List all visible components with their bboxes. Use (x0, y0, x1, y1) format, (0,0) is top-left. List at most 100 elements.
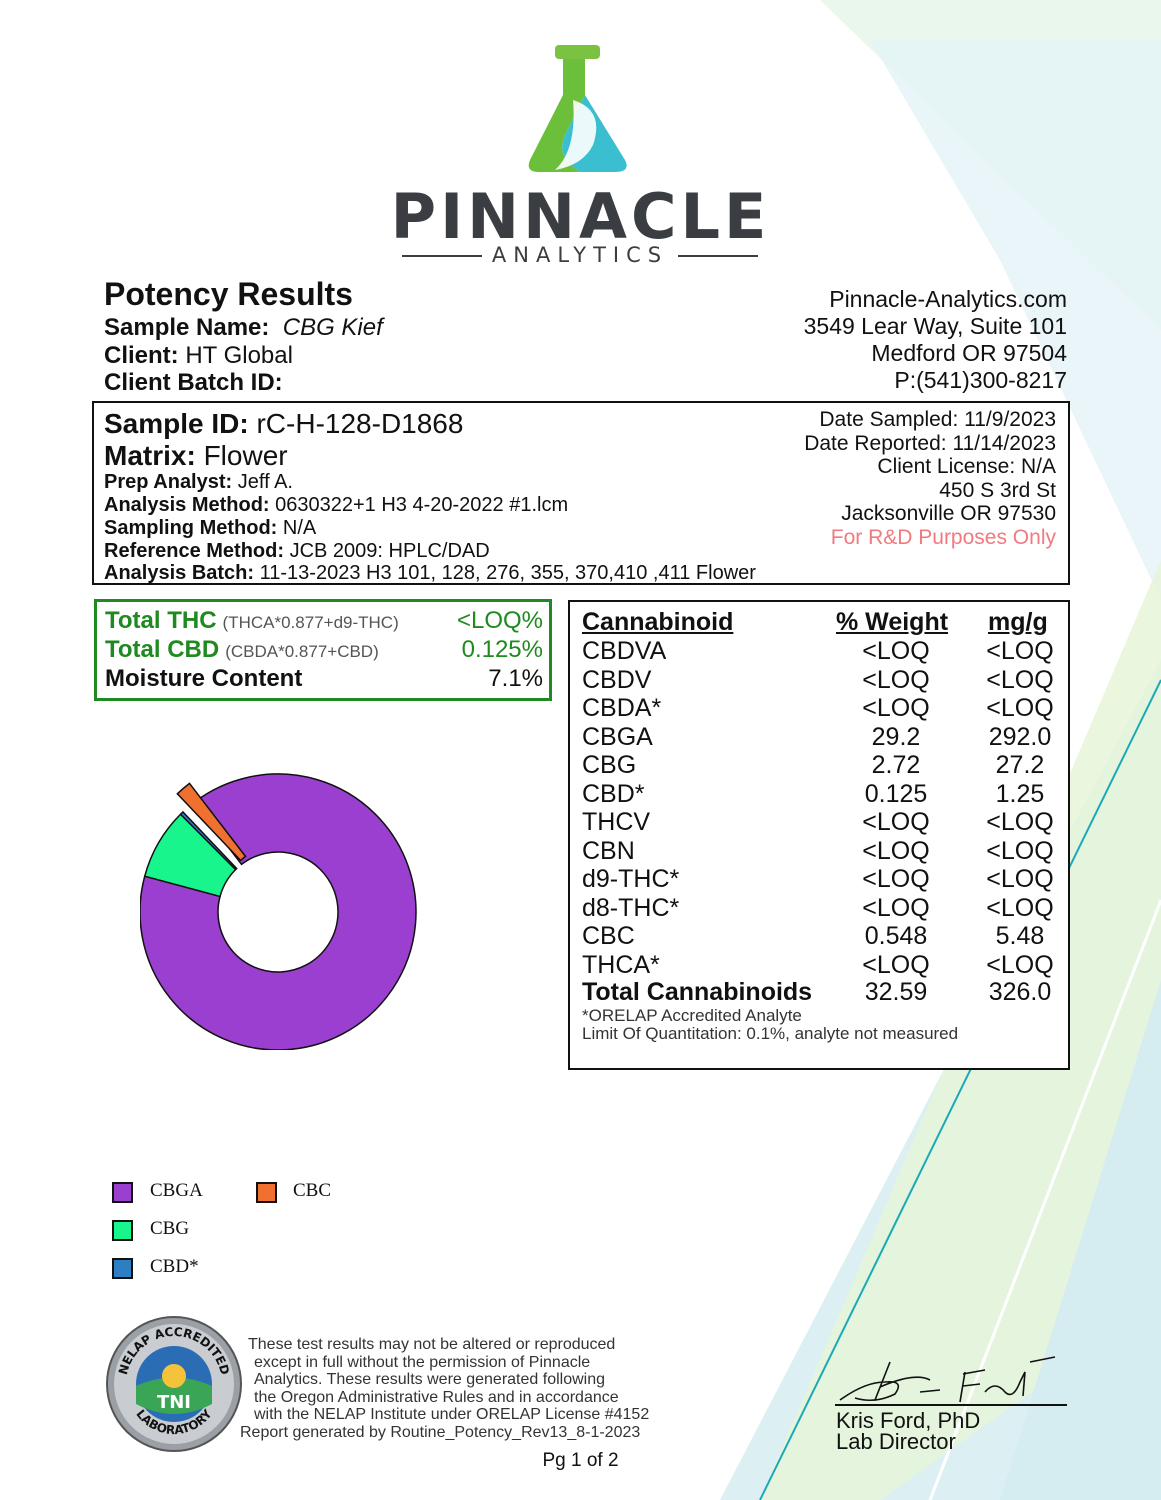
cell-percent-weight: 29.2 (871, 722, 921, 751)
legend-label-cbc: CBC (293, 1180, 332, 1201)
cell-percent-weight: 0.548 (864, 922, 928, 950)
cell-mg-per-g: 5.48 (995, 922, 1045, 950)
client-address-line2: Jacksonville OR 97530 (841, 502, 1056, 525)
cell-percent-weight: <LOQ (862, 836, 930, 865)
cell-cannabinoid: d8-THC* (582, 893, 680, 922)
donut-slice-cbc (176, 782, 247, 862)
total-row: Total Cannabinoids 32.59 326.0 (582, 978, 1052, 1006)
date-sampled: Date Sampled: 11/9/2023 (819, 408, 1056, 431)
table-row: THCA* <LOQ <LOQ (582, 951, 1062, 979)
purpose-note: For R&D Purposes Only (830, 525, 1056, 549)
total-thc-row: Total THC (THCA*0.877+d9-THC) <LOQ% (105, 607, 543, 634)
disclaimer-line: Analytics. These results were generated … (254, 1371, 605, 1388)
report-title: Potency Results (104, 276, 353, 312)
signature-image (835, 1356, 1067, 1406)
lab-contact: Pinnacle-Analytics.com 3549 Lear Way, Su… (804, 286, 1067, 394)
table-row: THCV <LOQ <LOQ (582, 808, 1062, 836)
matrix-row: Matrix: Flower (104, 440, 288, 471)
prep-analyst-row: Prep Analyst: Jeff A. (104, 471, 293, 493)
legend-swatch-cbd (112, 1258, 133, 1279)
donut-slice-cbga (140, 773, 417, 1050)
legend-label-cbg: CBG (150, 1218, 190, 1239)
cell-mg-per-g: <LOQ (986, 865, 1054, 893)
svg-text:TNI: TNI (157, 1392, 191, 1413)
cell-cannabinoid: CBD* (582, 779, 645, 808)
disclaimer-line: the Oregon Administrative Rules and in a… (254, 1388, 619, 1406)
cell-cannabinoid: CBG (582, 751, 637, 779)
cell-percent-weight: <LOQ (862, 665, 930, 694)
table-row: CBC 0.548 5.48 (582, 922, 1062, 950)
sample-info-box: Sample ID: rC-H-128-D1868 Matrix: Flower… (92, 401, 1070, 585)
legend-swatch-cbg (112, 1220, 133, 1241)
cell-mg-per-g: <LOQ (986, 808, 1054, 836)
disclaimer-line: with the NELAP Institute under ORELAP Li… (254, 1406, 650, 1423)
cell-cannabinoid: CBDV (582, 665, 652, 694)
cell-percent-weight: <LOQ (862, 808, 930, 836)
table-row: CBD* 0.125 1.25 (582, 780, 1062, 808)
header-percent-weight: % Weight (836, 608, 949, 636)
cell-percent-weight: <LOQ (862, 694, 930, 722)
table-row: CBG 2.72 27.2 (582, 751, 1062, 779)
loq-note: Limit Of Quantitation: 0.1%, analyte not… (582, 1024, 959, 1043)
lab-address-line1: 3549 Lear Way, Suite 101 (803, 313, 1067, 339)
client-row: Client: HT Global (104, 342, 293, 369)
donut-slice-cbd (179, 810, 238, 871)
cell-percent-weight: <LOQ (862, 865, 930, 893)
sample-name-row: Sample Name: CBG Kief (104, 314, 383, 341)
table-row: CBDVA <LOQ <LOQ (582, 637, 1062, 665)
cell-cannabinoid: THCA* (582, 950, 660, 979)
table-row: CBN <LOQ <LOQ (582, 837, 1062, 865)
sample-dates: Date Sampled: 11/9/2023 Date Reported: 1… (804, 408, 1056, 549)
sample-id-row: Sample ID: rC-H-128-D1868 (104, 408, 464, 439)
disclaimer-text: These test results may not be altered or… (240, 1336, 680, 1441)
cell-mg-per-g: 1.25 (995, 779, 1045, 808)
moisture-row: Moisture Content 7.1% (105, 665, 543, 692)
header-mg-per-g: mg/g (988, 608, 1048, 636)
client-batch-row: Client Batch ID: (104, 369, 283, 396)
cell-mg-per-g: 27.2 (995, 751, 1045, 779)
table-row: d8-THC* <LOQ <LOQ (582, 894, 1062, 922)
date-reported: Date Reported: 11/14/2023 (804, 431, 1056, 455)
cell-mg-per-g: <LOQ (986, 694, 1054, 722)
legend-label-cbd: CBD* (150, 1256, 199, 1277)
cell-cannabinoid: CBDA* (582, 694, 662, 722)
cell-mg-per-g: 292.0 (988, 722, 1052, 751)
disclaimer-line: except in full without the permission of… (254, 1353, 591, 1371)
cell-cannabinoid: CBN (582, 836, 635, 865)
lab-address-line2: Medford OR 97504 (871, 340, 1067, 366)
lab-website: Pinnacle-Analytics.com (829, 286, 1067, 312)
table-row: CBDV <LOQ <LOQ (582, 666, 1062, 694)
cell-mg-per-g: <LOQ (986, 893, 1054, 922)
legend-label-cbga: CBGA (150, 1180, 203, 1201)
reference-method-row: Reference Method: JCB 2009: HPLC/DAD (104, 540, 490, 562)
analysis-batch-row: Analysis Batch: 11-13-2023 H3 101, 128, … (104, 562, 756, 584)
analysis-method-row: Analysis Method: 0630322+1 H3 4-20-2022 … (104, 494, 569, 516)
cell-mg-per-g: <LOQ (986, 637, 1054, 665)
signer-name: Kris Ford, PhD (836, 1408, 981, 1433)
signer-title: Lab Director (836, 1429, 956, 1454)
table-row: d9-THC* <LOQ <LOQ (582, 865, 1062, 893)
cell-percent-weight: <LOQ (862, 893, 930, 922)
cell-percent-weight: 2.72 (871, 751, 921, 779)
nelap-seal-icon: TNI NELAP ACCREDITED LABORATORY (106, 1316, 242, 1452)
cell-cannabinoid: CBDVA (582, 637, 667, 665)
page-number: Pg 1 of 2 (542, 1450, 619, 1471)
sampling-method-row: Sampling Method: N/A (104, 517, 317, 539)
orelap-note: *ORELAP Accredited Analyte (582, 1006, 802, 1025)
disclaimer-line: Report generated by Routine_Potency_Rev1… (240, 1423, 641, 1441)
cell-mg-per-g: <LOQ (986, 836, 1054, 865)
table-row: CBDA* <LOQ <LOQ (582, 694, 1062, 722)
client-address-line1: 450 S 3rd St (939, 478, 1056, 502)
cannabinoid-table: Cannabinoid % Weight mg/g CBDVA <LOQ <LOQ C… (568, 600, 1070, 1070)
cell-percent-weight: <LOQ (862, 637, 930, 665)
header-cannabinoid: Cannabinoid (582, 608, 734, 636)
cell-cannabinoid: CBC (582, 922, 635, 950)
cell-cannabinoid: d9-THC* (582, 865, 680, 893)
flask-logo-icon (528, 45, 627, 172)
brand-name: PINNACLE (390, 180, 771, 253)
cannabinoid-donut-chart (140, 773, 417, 1050)
legend-swatch-cbc (256, 1182, 277, 1203)
legend-swatch-cbga (112, 1182, 133, 1203)
table-row: CBGA 29.2 292.0 (582, 723, 1062, 751)
client-license: Client License: N/A (877, 455, 1056, 478)
